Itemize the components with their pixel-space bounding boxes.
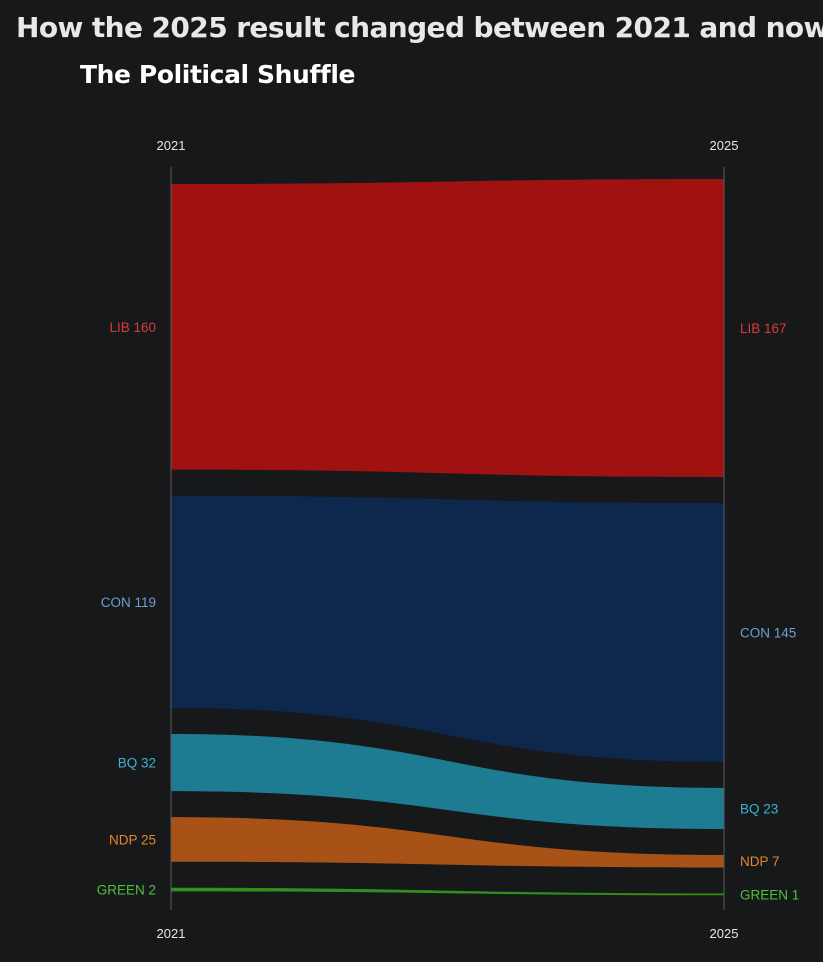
band-con — [171, 495, 724, 762]
label-2021-con: CON 119 — [101, 595, 156, 610]
label-2025-lib: LIB 167 — [740, 321, 787, 336]
band-lib — [171, 179, 724, 478]
band-green — [171, 887, 724, 896]
label-2025-ndp: NDP 7 — [740, 854, 780, 869]
label-2021-green: GREEN 2 — [97, 883, 156, 898]
label-2025-con: CON 145 — [740, 626, 796, 641]
label-2021-ndp: NDP 25 — [109, 832, 156, 847]
chart-title: How the 2025 result changed between 2021… — [16, 11, 823, 44]
band-ndp — [171, 817, 724, 868]
label-2021-lib: LIB 160 — [109, 320, 156, 335]
axis-label-left-bottom: 2021 — [157, 926, 186, 941]
axis-label-right-bottom: 2025 — [710, 926, 739, 941]
axis-label-right-top: 2025 — [710, 138, 739, 153]
label-2021-bq: BQ 32 — [118, 756, 156, 771]
chart-subtitle: The Political Shuffle — [80, 60, 356, 89]
label-2025-green: GREEN 1 — [740, 887, 799, 902]
axis-label-left-top: 2021 — [157, 138, 186, 153]
band-bq — [171, 734, 724, 829]
label-2025-bq: BQ 23 — [740, 801, 778, 816]
